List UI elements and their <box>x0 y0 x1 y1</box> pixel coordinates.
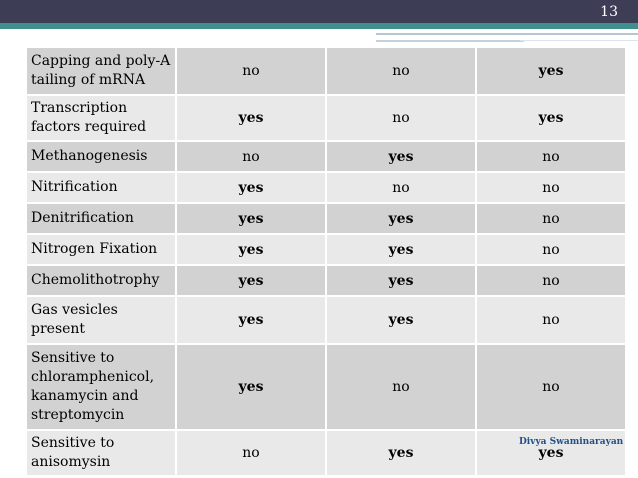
table-cell: yes <box>327 266 475 295</box>
decorative-line <box>376 33 638 35</box>
table-cell: yes <box>327 204 475 233</box>
row-label: Capping and poly-A tailing of mRNA <box>27 48 175 94</box>
table-cell: yes <box>177 204 325 233</box>
table-row: Sensitive to chloramphenicol, kanamycin … <box>27 345 625 429</box>
table-cell: yes <box>327 297 475 343</box>
row-label: Denitrification <box>27 204 175 233</box>
table-cell: no <box>477 345 625 429</box>
table-row: Denitrification yes yes no <box>27 204 625 233</box>
table-cell: yes <box>477 96 625 140</box>
slide-header-bar <box>0 0 638 23</box>
table-cell: no <box>177 48 325 94</box>
table-row: Gas vesicles present yes yes no <box>27 297 625 343</box>
table-cell: yes <box>177 266 325 295</box>
table-cell: no <box>177 431 325 475</box>
row-label: Methanogenesis <box>27 142 175 171</box>
table-row: Chemolithotrophy yes yes no <box>27 266 625 295</box>
table-body: Capping and poly-A tailing of mRNA no no ye… <box>27 48 625 475</box>
row-label: Nitrification <box>27 173 175 202</box>
table-cell: yes <box>177 297 325 343</box>
comparison-table: Capping and poly-A tailing of mRNA no no ye… <box>25 46 627 477</box>
row-label: Sensitive to anisomysin <box>27 431 175 475</box>
table-row: Nitrogen Fixation yes yes no <box>27 235 625 264</box>
table-row: Methanogenesis no yes no <box>27 142 625 171</box>
table-cell: yes <box>177 173 325 202</box>
table-cell: yes <box>477 48 625 94</box>
table-cell: no <box>477 204 625 233</box>
table-cell: no <box>327 48 475 94</box>
table-cell: no <box>477 235 625 264</box>
table-cell: yes <box>327 431 475 475</box>
table-cell: no <box>327 173 475 202</box>
table-cell: yes <box>327 142 475 171</box>
table-cell: no <box>477 173 625 202</box>
table-cell: yes <box>177 96 325 140</box>
row-label: Sensitive to chloramphenicol, kanamycin … <box>27 345 175 429</box>
table-row: Transcription factors required yes no yes <box>27 96 625 140</box>
slide-header-accent <box>0 23 638 29</box>
row-label: Nitrogen Fixation <box>27 235 175 264</box>
row-label: Chemolithotrophy <box>27 266 175 295</box>
table-row: Capping and poly-A tailing of mRNA no no ye… <box>27 48 625 94</box>
decorative-line <box>520 40 638 41</box>
author-watermark: Divya Swaminarayan <box>519 437 624 447</box>
table-row: Nitrification yes no no <box>27 173 625 202</box>
table-cell: no <box>327 96 475 140</box>
table-cell: no <box>177 142 325 171</box>
table-cell: yes <box>177 235 325 264</box>
table-cell: no <box>477 142 625 171</box>
table-cell: yes <box>177 345 325 429</box>
table-cell: yes <box>477 431 625 475</box>
page-number: 13 <box>600 4 618 20</box>
table-cell: yes <box>327 235 475 264</box>
table-row: Sensitive to anisomysin no yes yes <box>27 431 625 475</box>
row-label: Transcription factors required <box>27 96 175 140</box>
table-cell: no <box>477 297 625 343</box>
table-cell: no <box>327 345 475 429</box>
decorative-line <box>376 40 524 42</box>
table-cell: no <box>477 266 625 295</box>
row-label: Gas vesicles present <box>27 297 175 343</box>
